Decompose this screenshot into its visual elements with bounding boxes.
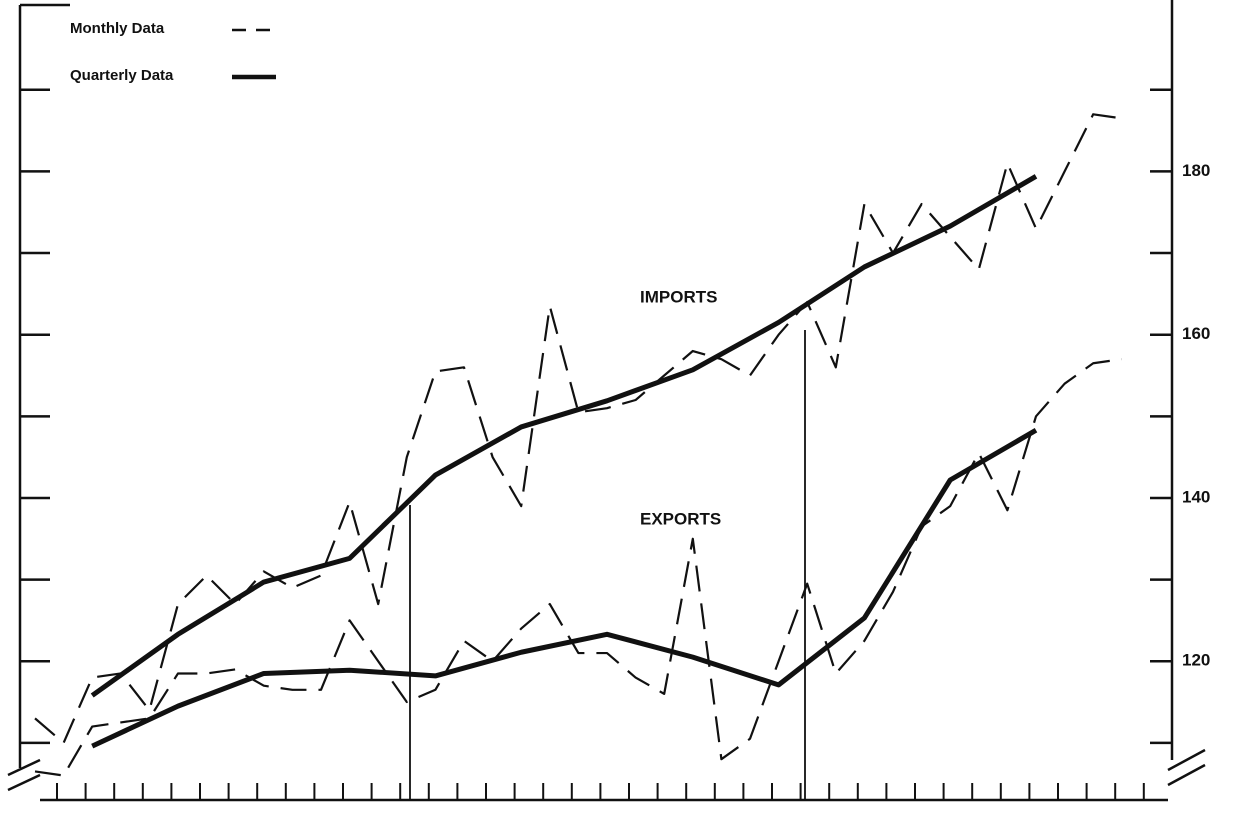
legend-label: Quarterly Data (70, 67, 174, 84)
series-label: EXPORTS (640, 509, 721, 528)
monthly-line (34, 358, 1122, 777)
y-tick-label: 120 (1182, 651, 1210, 670)
quarterly-line (91, 428, 1038, 749)
axis-break (7, 758, 41, 792)
series-label: IMPORTS (640, 287, 717, 306)
legend-label: Monthly Data (70, 20, 165, 37)
y-tick-label: 160 (1182, 324, 1210, 343)
quarterly-line (90, 174, 1038, 698)
y-tick-label: 140 (1182, 487, 1210, 506)
monthly-line (34, 113, 1122, 744)
axis-break (1167, 748, 1206, 787)
y-tick-label: 180 (1182, 161, 1210, 180)
left-axis (18, 3, 70, 768)
